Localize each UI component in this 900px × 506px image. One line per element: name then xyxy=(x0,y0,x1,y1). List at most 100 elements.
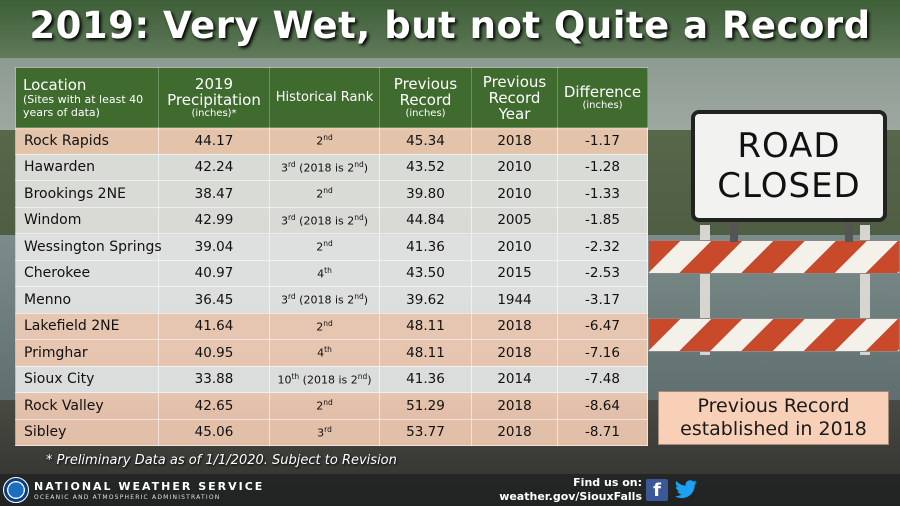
cell-precip: 40.95 xyxy=(158,339,270,367)
rank-suffix: rd xyxy=(324,424,332,434)
cell-precip: 42.24 xyxy=(158,153,270,181)
facebook-icon[interactable]: f xyxy=(646,479,668,501)
cell-rank: 3rd (2018 is 2nd) xyxy=(269,286,380,314)
cell-precip: 39.04 xyxy=(158,233,270,261)
cell-precip: 40.97 xyxy=(158,259,270,287)
table-body: Rock Rapids 44.17 2nd 45.34 2018 -1.17 Hawarde… xyxy=(15,127,648,446)
rank-number: 2 xyxy=(316,241,324,255)
cell-prev-record: 41.36 xyxy=(379,365,472,393)
rank-number: 2 xyxy=(316,320,324,334)
rank-number: 3 xyxy=(317,426,325,440)
cell-precip: 41.64 xyxy=(158,312,270,340)
cell-difference: -2.32 xyxy=(557,233,648,261)
cell-location: Sibley xyxy=(15,418,159,446)
cell-prev-year: 2018 xyxy=(471,127,558,155)
record-2018-callout: Previous Record established in 2018 xyxy=(658,391,889,445)
find-us-label: Find us on: xyxy=(573,476,642,489)
barrier-leg xyxy=(700,225,710,355)
header-precip-label: 2019 Precipitation xyxy=(167,74,261,109)
table-row: Lakefield 2NE 41.64 2nd 48.11 2018 -6.47 xyxy=(15,312,648,340)
cell-difference: -8.64 xyxy=(557,392,648,420)
cell-prev-record: 53.77 xyxy=(379,418,472,446)
header-location-sub: (Sites with at least 40 years of data) xyxy=(23,92,144,119)
cell-prev-record: 39.80 xyxy=(379,180,472,208)
header-prev-record-sub: (inches) xyxy=(405,107,446,119)
barricade-top xyxy=(648,240,900,274)
cell-precip: 33.88 xyxy=(158,365,270,393)
table-row: Wessington Springs 39.04 2nd 41.36 2010 -2.32 xyxy=(15,233,648,261)
rank-note-suffix: nd xyxy=(357,371,368,381)
callout-line-2: established in 2018 xyxy=(680,418,867,440)
cell-difference: -8.71 xyxy=(557,418,648,446)
table-row: Rock Rapids 44.17 2nd 45.34 2018 -1.17 xyxy=(15,127,648,155)
rank-suffix: rd xyxy=(287,159,296,169)
table-row: Primghar 40.95 4th 48.11 2018 -7.16 xyxy=(15,339,648,367)
cell-prev-year: 1944 xyxy=(471,286,558,314)
header-location: Location (Sites with at least 40 years o… xyxy=(15,67,159,128)
precip-table-container: Location (Sites with at least 40 years o… xyxy=(15,67,648,446)
header-precip: 2019 Precipitation (inches)* xyxy=(158,67,270,128)
cell-rank: 2nd xyxy=(269,392,380,420)
title-bar xyxy=(0,0,900,58)
barrier-leg xyxy=(860,225,870,355)
cell-prev-record: 41.36 xyxy=(379,233,472,261)
website-link[interactable]: weather.gov/SiouxFalls xyxy=(499,490,642,503)
rank-note-suffix: nd xyxy=(354,212,364,222)
cell-prev-year: 2014 xyxy=(471,365,558,393)
cell-rank: 3rd (2018 is 2nd) xyxy=(269,206,380,234)
header-precip-sub: (inches)* xyxy=(191,107,237,119)
table-row: Sibley 45.06 3rd 53.77 2018 -8.71 xyxy=(15,418,648,446)
cell-location: Wessington Springs xyxy=(15,233,162,261)
cell-rank: 2nd xyxy=(269,312,380,340)
cell-prev-record: 43.52 xyxy=(379,153,472,181)
cell-difference: -1.85 xyxy=(557,206,648,234)
cell-difference: -7.16 xyxy=(557,339,648,367)
rank-suffix: rd xyxy=(287,292,296,302)
page-title: 2019: Very Wet, but not Quite a Record xyxy=(29,4,871,47)
precip-table: Location (Sites with at least 40 years o… xyxy=(15,67,648,446)
cell-rank: 3rd xyxy=(269,418,380,446)
noaa-logo-icon xyxy=(3,477,29,503)
table-row: Rock Valley 42.65 2nd 51.29 2018 -8.64 xyxy=(15,392,648,420)
rank-suffix: nd xyxy=(323,133,333,143)
cell-location: Menno xyxy=(15,286,159,314)
header-difference-label: Difference xyxy=(563,82,642,101)
rank-suffix: th xyxy=(291,371,300,381)
sign-line-1: ROAD xyxy=(737,126,841,166)
rank-suffix: nd xyxy=(323,239,333,249)
cell-location: Sioux City xyxy=(15,365,159,393)
rank-number: 4 xyxy=(317,267,325,281)
cell-rank: 2nd xyxy=(269,180,380,208)
cell-prev-year: 2018 xyxy=(471,339,558,367)
rank-number: 3 xyxy=(280,294,288,308)
cell-difference: -1.17 xyxy=(557,127,648,155)
twitter-icon[interactable] xyxy=(674,479,698,501)
table-header-row: Location (Sites with at least 40 years o… xyxy=(15,67,648,128)
header-rank: Historical Rank xyxy=(269,67,380,128)
cell-rank: 2nd xyxy=(269,127,380,155)
rank-suffix: rd xyxy=(287,212,296,222)
cell-location: Hawarden xyxy=(15,153,159,181)
sign-post xyxy=(845,222,853,242)
header-prev-record-label: Previous Record xyxy=(393,74,458,109)
header-rank-label: Historical Rank xyxy=(275,89,374,105)
cell-prev-year: 2018 xyxy=(471,418,558,446)
cell-prev-record: 51.29 xyxy=(379,392,472,420)
rank-number: 2 xyxy=(316,400,324,414)
cell-precip: 44.17 xyxy=(158,127,270,155)
table-row: Windom 42.99 3rd (2018 is 2nd) 44.84 2005 -1.… xyxy=(15,206,648,234)
road-closed-sign: ROAD CLOSED xyxy=(691,110,887,222)
footnote: * Preliminary Data as of 1/1/2020. Subje… xyxy=(46,453,397,468)
header-difference: Difference (inches) xyxy=(557,67,648,128)
rank-note: (2018 is 2 xyxy=(299,294,355,308)
cell-prev-year: 2015 xyxy=(471,259,558,287)
cell-prev-year: 2010 xyxy=(471,233,558,261)
cell-location: Rock Rapids xyxy=(15,127,159,155)
cell-precip: 45.06 xyxy=(158,418,270,446)
header-prev-record: Previous Record (inches) xyxy=(379,67,472,128)
cell-precip: 38.47 xyxy=(158,180,270,208)
cell-prev-year: 2018 xyxy=(471,312,558,340)
cell-prev-year: 2010 xyxy=(471,153,558,181)
cell-prev-record: 45.34 xyxy=(379,127,472,155)
sign-post xyxy=(730,222,738,242)
